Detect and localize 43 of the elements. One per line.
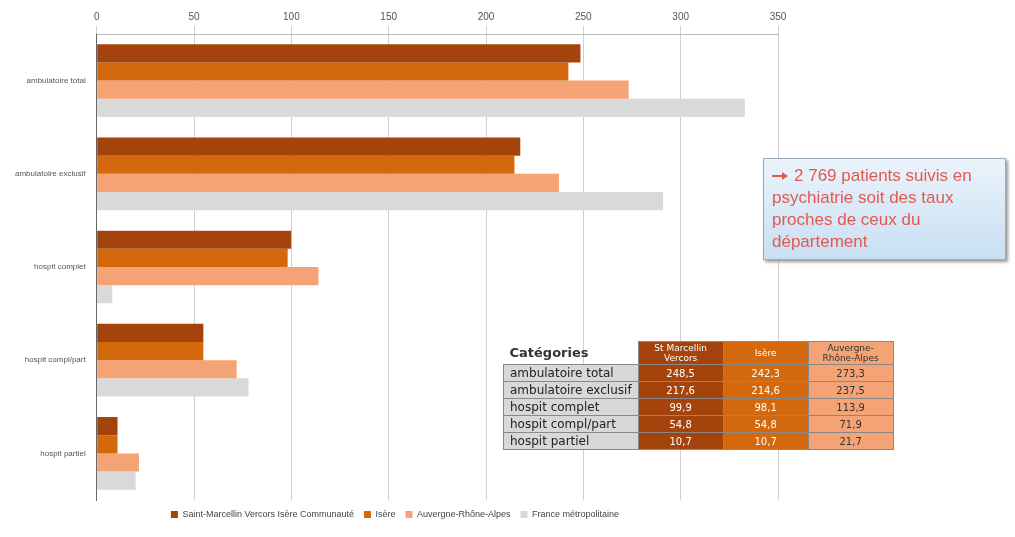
text: 71,9 xyxy=(839,418,862,430)
annotation: 248,5 xyxy=(638,364,724,382)
annotation: Catégories xyxy=(508,344,590,363)
legend-label: Isère xyxy=(375,508,396,519)
text: Isère xyxy=(754,348,777,358)
y-tick-label: ambulatoire exclusif xyxy=(15,169,87,178)
annotation: 54,8 xyxy=(638,415,724,433)
annotation: 54,8 xyxy=(723,415,809,433)
legend-label: Auvergne-Rhône-Alpes xyxy=(416,508,512,519)
annotation: 99,9 xyxy=(638,398,724,416)
text: 113,9 xyxy=(836,401,865,413)
text: 237,5 xyxy=(836,384,865,396)
annotation: 10,7 xyxy=(638,432,724,450)
annotation: 10,7 xyxy=(723,432,809,450)
y-tick-label: hospit compl/part xyxy=(24,355,87,365)
text: 21,7 xyxy=(839,435,862,447)
x-tick-label: 150 xyxy=(380,10,398,22)
legend-label: France métropolitaine xyxy=(532,508,620,519)
x-tick-label: 0 xyxy=(93,10,100,22)
legend-label: Saint-Marcellin Vercors Isère Communauté xyxy=(182,508,354,519)
annotation: 214,6 xyxy=(723,381,809,399)
category-label: hospit complet xyxy=(510,400,600,414)
y-tick-label: ambulatoire total xyxy=(26,75,86,85)
x-tick-label: 300 xyxy=(672,10,690,22)
category-label: hospit compl/part xyxy=(510,417,616,431)
text: Auvergne-Rhône-Alpes xyxy=(822,343,879,363)
category-label: hospit partiel xyxy=(510,434,590,448)
category-label: ambulatoire total xyxy=(510,366,614,380)
x-tick-label: 350 xyxy=(769,10,787,22)
annotation: St Marcellin Vercors xyxy=(638,341,724,365)
category-label: ambulatoire exclusif xyxy=(510,383,632,397)
x-tick-label: 200 xyxy=(477,10,495,22)
x-tick-label: 250 xyxy=(575,10,593,22)
annotation: 98,1 xyxy=(723,398,809,416)
x-tick-label: 50 xyxy=(188,10,201,22)
y-tick-label: hospit complet xyxy=(34,262,87,272)
annotation: 2 769 patients suivis en psychiatrie soit des taux proches de ceux du département xyxy=(772,166,972,251)
y-tick-label: hospit partiel xyxy=(40,448,86,458)
annotation: 217,6 xyxy=(638,381,724,399)
callout-box: 2 769 patients suivis en psychiatrie soit des taux proches de ceux du département xyxy=(763,158,1006,260)
annotation: 242,3 xyxy=(723,364,809,382)
x-tick-label: 100 xyxy=(283,10,301,22)
text: 273,3 xyxy=(836,367,865,379)
